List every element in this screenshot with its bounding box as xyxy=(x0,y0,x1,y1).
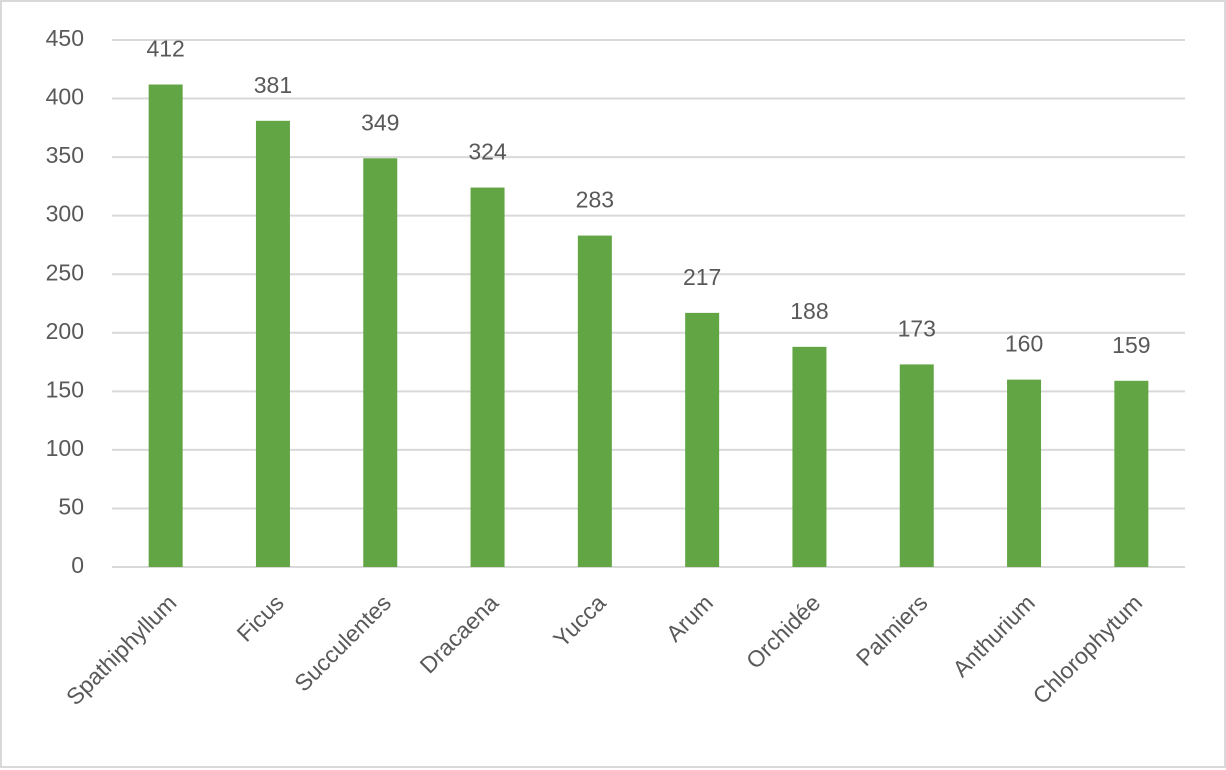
bar xyxy=(899,364,934,567)
bar xyxy=(792,346,827,567)
y-tick-label: 150 xyxy=(46,376,84,402)
bar xyxy=(1114,380,1149,567)
y-tick-label: 350 xyxy=(46,142,84,168)
y-tick-label: 0 xyxy=(71,552,84,578)
data-label: 412 xyxy=(146,36,184,62)
data-label: 188 xyxy=(790,298,828,324)
bar xyxy=(255,120,290,567)
y-tick-label: 300 xyxy=(46,201,84,227)
y-tick-label: 200 xyxy=(46,318,84,344)
bar xyxy=(363,158,398,567)
y-tick-label: 250 xyxy=(46,259,84,285)
bar xyxy=(470,187,505,567)
data-label: 159 xyxy=(1112,332,1150,358)
y-tick-label: 450 xyxy=(46,25,84,51)
data-label: 283 xyxy=(576,187,614,213)
bar xyxy=(1007,379,1042,567)
bar xyxy=(685,312,720,567)
y-tick-label: 50 xyxy=(58,494,84,520)
bar xyxy=(577,235,612,567)
data-label: 173 xyxy=(898,315,936,341)
y-tick-label: 100 xyxy=(46,435,84,461)
bar xyxy=(148,84,183,567)
data-label: 324 xyxy=(468,139,507,165)
data-label: 381 xyxy=(254,72,292,98)
y-tick-label: 400 xyxy=(46,84,84,110)
data-label: 349 xyxy=(361,109,399,135)
data-label: 217 xyxy=(683,264,721,290)
data-label: 160 xyxy=(1005,331,1043,357)
